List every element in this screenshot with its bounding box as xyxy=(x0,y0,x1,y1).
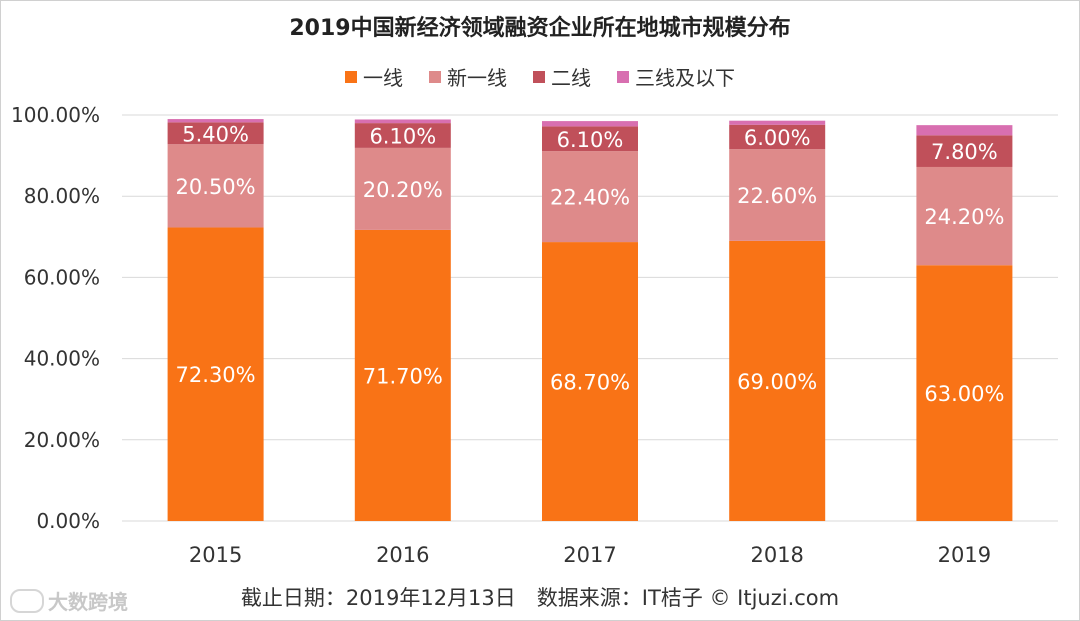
chart-title: 2019中国新经济领域融资企业所在地城市规模分布 xyxy=(289,16,791,41)
bar-2016-seg-3 xyxy=(354,119,451,124)
y-tick-label-4: 80.00% xyxy=(24,184,100,208)
legend-label-3: 三线及以下 xyxy=(635,66,735,90)
source-footer: 截止日期：2019年12月13日 数据来源：IT桔子 © Itjuzi.com xyxy=(240,586,840,610)
bar-2015-seg-2 xyxy=(167,122,264,145)
data-label-2017-1: 22.40% xyxy=(550,186,630,210)
legend-swatch-3 xyxy=(617,70,629,83)
data-label-2018-0: 69.00% xyxy=(737,370,817,394)
bar-2017-seg-2 xyxy=(542,126,638,152)
y-tick-label-1: 20.00% xyxy=(24,428,100,452)
data-label-2017-2: 6.10% xyxy=(557,128,624,152)
bar-2017-seg-3 xyxy=(542,121,638,127)
data-label-2015-0: 72.30% xyxy=(176,363,256,387)
data-label-2018-1: 22.60% xyxy=(737,184,817,208)
y-tick-label-0: 0.00% xyxy=(36,509,100,533)
bar-2019-seg-1 xyxy=(916,166,1013,266)
data-label-2016-2: 6.10% xyxy=(369,125,436,149)
bar-2016-seg-2 xyxy=(354,123,451,148)
legend-label-0: 一线 xyxy=(363,66,403,90)
x-tick-label-2: 2017 xyxy=(563,543,616,567)
x-tick-label-0: 2015 xyxy=(189,543,242,567)
bar-2015-seg-0 xyxy=(167,227,264,521)
bar-2019-seg-0 xyxy=(916,265,1013,521)
legend-item-2: 二线 xyxy=(533,62,591,91)
bar-2017-seg-1 xyxy=(542,151,638,243)
bar-2018-seg-1 xyxy=(729,149,826,241)
legend-swatch-2 xyxy=(533,70,545,83)
data-label-2019-0: 63.00% xyxy=(924,382,1004,406)
watermark-text: 大数跨境 xyxy=(48,590,128,614)
x-tick-label-1: 2016 xyxy=(376,543,429,567)
x-tick-label-4: 2019 xyxy=(938,543,991,567)
bar-2019-seg-3 xyxy=(916,125,1013,136)
legend-item-1: 新一线 xyxy=(429,62,507,91)
y-tick-label-2: 40.00% xyxy=(24,347,100,371)
legend-label-1: 新一线 xyxy=(447,66,507,90)
legend-label-2: 二线 xyxy=(551,66,591,90)
legend-swatch-0 xyxy=(345,70,357,83)
bar-2017-seg-0 xyxy=(542,242,638,521)
data-label-2018-2: 6.00% xyxy=(744,126,811,150)
bar-2015-seg-3 xyxy=(167,119,264,123)
y-tick-label-3: 60.00% xyxy=(24,265,100,289)
data-label-2019-2: 7.80% xyxy=(931,140,998,164)
bar-2019-seg-2 xyxy=(916,135,1013,167)
legend-swatch-1 xyxy=(429,70,441,83)
data-label-2016-0: 71.70% xyxy=(363,364,443,388)
data-label-2017-0: 68.70% xyxy=(550,371,630,395)
legend-item-0: 一线 xyxy=(345,62,403,91)
bar-2016-seg-0 xyxy=(354,229,451,521)
bar-2015-seg-1 xyxy=(167,144,264,228)
legend: 一线 新一线 二线 三线及以下 xyxy=(0,62,1080,91)
watermark: 大数跨境 xyxy=(10,586,128,615)
bar-2016-seg-1 xyxy=(354,147,451,230)
watermark-logo-icon xyxy=(10,588,44,613)
y-tick-label-5: 100.00% xyxy=(11,103,100,127)
data-label-2019-1: 24.20% xyxy=(924,205,1004,229)
data-label-2016-1: 20.20% xyxy=(363,178,443,202)
bar-2018-seg-3 xyxy=(729,120,826,125)
legend-item-3: 三线及以下 xyxy=(617,62,735,91)
data-label-2015-1: 20.50% xyxy=(176,175,256,199)
data-label-2015-2: 5.40% xyxy=(182,122,249,146)
bar-2018-seg-0 xyxy=(729,240,826,522)
bar-2018-seg-2 xyxy=(729,124,826,150)
x-tick-label-3: 2018 xyxy=(750,543,803,567)
